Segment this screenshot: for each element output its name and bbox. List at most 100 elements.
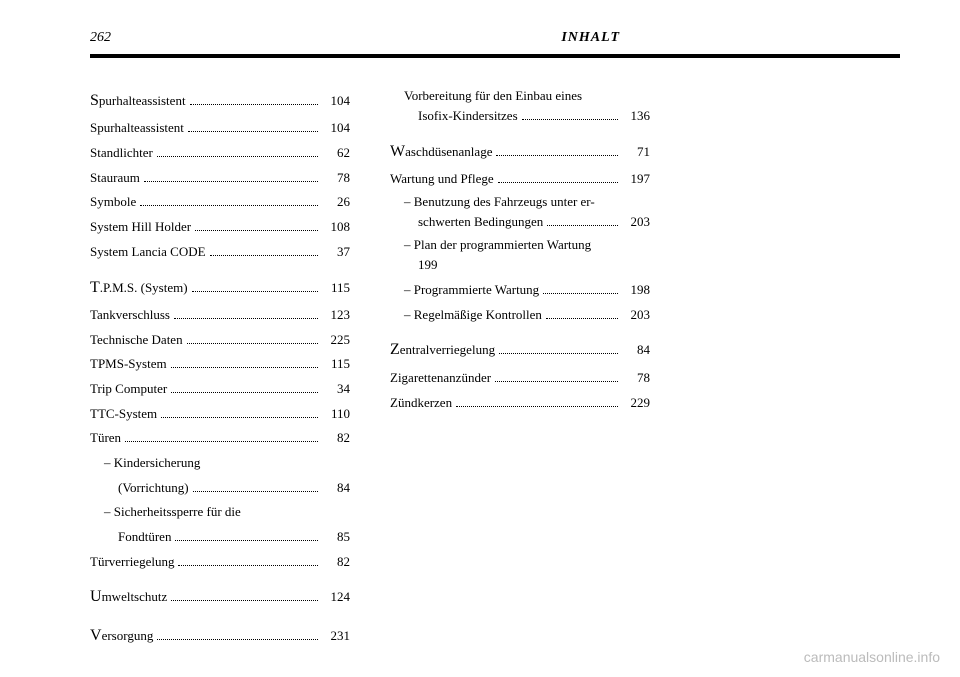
index-entry: – Kindersicherung — [90, 451, 350, 476]
page-reference: 115 — [322, 352, 350, 377]
page-reference: 71 — [622, 140, 650, 165]
page-reference: 84 — [622, 338, 650, 363]
page-reference: 115 — [322, 276, 350, 301]
page-reference: 62 — [322, 141, 350, 166]
index-entry: Trip Computer34 — [90, 377, 350, 402]
watermark: carmanualsonline.info — [804, 649, 940, 665]
entry-label: Zentralverriegelung — [390, 335, 495, 365]
leader-dots — [171, 392, 318, 393]
page-reference: 110 — [322, 402, 350, 427]
index-entry: Tankverschluss 123 — [90, 303, 350, 328]
page-reference: 136 — [622, 106, 650, 126]
index-entry: – Programmierte Wartung 198 — [390, 278, 650, 303]
index-entry: TPMS-System 115 — [90, 352, 350, 377]
entry-label: Standlichter — [90, 141, 153, 166]
entry-label: Isofix-Kindersitzes — [418, 106, 518, 126]
page-reference: 82 — [322, 550, 350, 575]
entry-label: Zündkerzen — [390, 391, 452, 416]
entry-label: – Benutzung des Fahrzeugs unter er- — [404, 192, 650, 212]
entry-label: Zigarettenanzünder — [390, 366, 491, 391]
index-entry: (Vorrichtung) 84 — [90, 476, 350, 501]
leader-dots — [193, 491, 318, 492]
page-reference: 203 — [622, 212, 650, 232]
page-reference: 85 — [322, 525, 350, 550]
entry-label: – Regelmäßige Kontrollen — [404, 303, 542, 328]
entry-label: – Kindersicherung — [104, 451, 200, 476]
leader-dots — [190, 104, 318, 105]
entry-label: Technische Daten — [90, 328, 183, 353]
page-reference: 197 — [622, 167, 650, 192]
page-reference: 231 — [322, 624, 350, 649]
entry-label: Versorgung — [90, 621, 153, 651]
index-entry: System Lancia CODE37 — [90, 240, 350, 265]
entry-label: System Lancia CODE — [90, 240, 206, 265]
entry-label: – Programmierte Wartung — [404, 278, 539, 303]
leader-dots — [498, 182, 618, 183]
index-entry: T.P.M.S. (System) 115 — [90, 273, 350, 303]
page-reference: 198 — [622, 278, 650, 303]
leader-dots — [187, 343, 318, 344]
page-reference: 225 — [322, 328, 350, 353]
entry-label: T.P.M.S. (System) — [90, 273, 188, 303]
leader-dots — [456, 406, 618, 407]
page-reference: 123 — [322, 303, 350, 328]
entry-label: TTC-System — [90, 402, 157, 427]
initial-letter: U — [90, 588, 102, 605]
entry-label: schwerten Bedingungen — [418, 212, 543, 232]
page-reference: 78 — [322, 166, 350, 191]
page-reference: 108 — [322, 215, 350, 240]
leader-dots — [543, 293, 618, 294]
initial-letter: Z — [390, 341, 400, 358]
page-reference: 82 — [322, 426, 350, 451]
index-columns: Spurhalteassistent104Spurhalteassistent1… — [90, 86, 900, 651]
entry-label: Türverriegelung — [90, 550, 174, 575]
entry-label: Türen — [90, 426, 121, 451]
document-page: 262 INHALT Spurhalteassistent104Spurhalt… — [0, 0, 960, 671]
entry-label: TPMS-System — [90, 352, 167, 377]
page-reference: 104 — [322, 116, 350, 141]
page-number: 262 — [90, 30, 111, 46]
index-entry: Wartung und Pflege197 — [390, 167, 650, 192]
entry-label: Umweltschutz — [90, 582, 167, 612]
index-entry: Zentralverriegelung 84 — [390, 335, 650, 365]
leader-dots — [195, 230, 318, 231]
index-entry: Waschdüsenanlage71 — [390, 137, 650, 167]
header-rule — [90, 54, 900, 58]
leader-dots — [496, 155, 618, 156]
index-entry: TTC-System 110 — [90, 402, 350, 427]
index-entry: – Regelmäßige Kontrollen203 — [390, 303, 650, 328]
page-reference: 229 — [622, 391, 650, 416]
initial-letter: T — [90, 279, 100, 296]
leader-dots — [144, 181, 318, 182]
page-reference: 84 — [322, 476, 350, 501]
entry-label: System Hill Holder — [90, 215, 191, 240]
section-gap — [390, 129, 650, 137]
leader-dots — [157, 156, 318, 157]
leader-dots — [546, 318, 618, 319]
header-title: INHALT — [561, 30, 620, 46]
index-entry: Versorgung 231 — [90, 621, 350, 651]
index-entry: Spurhalteassistent104 — [90, 86, 350, 116]
index-entry: Standlichter 62 — [90, 141, 350, 166]
initial-letter: V — [90, 627, 102, 644]
index-entry: Türen 82 — [90, 426, 350, 451]
leader-dots — [125, 441, 318, 442]
entry-label: Tankverschluss — [90, 303, 170, 328]
entry-label: Trip Computer — [90, 377, 167, 402]
index-entry: – Benutzung des Fahrzeugs unter er-schwe… — [390, 192, 650, 231]
index-entry: Zigarettenanzünder 78 — [390, 366, 650, 391]
entry-label: (Vorrichtung) — [118, 476, 189, 501]
entry-label: – Plan der programmierten Wartung — [404, 235, 650, 255]
section-gap — [390, 327, 650, 335]
initial-letter: S — [90, 92, 99, 109]
index-entry: Spurhalteassistent104 — [90, 116, 350, 141]
leader-dots — [547, 225, 618, 226]
page-reference: 78 — [622, 366, 650, 391]
index-column-1: Spurhalteassistent104Spurhalteassistent1… — [90, 86, 350, 651]
section-gap — [90, 613, 350, 621]
index-entry: – Plan der programmierten Wartung199 — [390, 235, 650, 274]
page-reference: 124 — [322, 585, 350, 610]
entry-label: Spurhalteassistent — [90, 86, 186, 116]
index-entry: Stauraum78 — [90, 166, 350, 191]
index-entry: Fondtüren85 — [90, 525, 350, 550]
